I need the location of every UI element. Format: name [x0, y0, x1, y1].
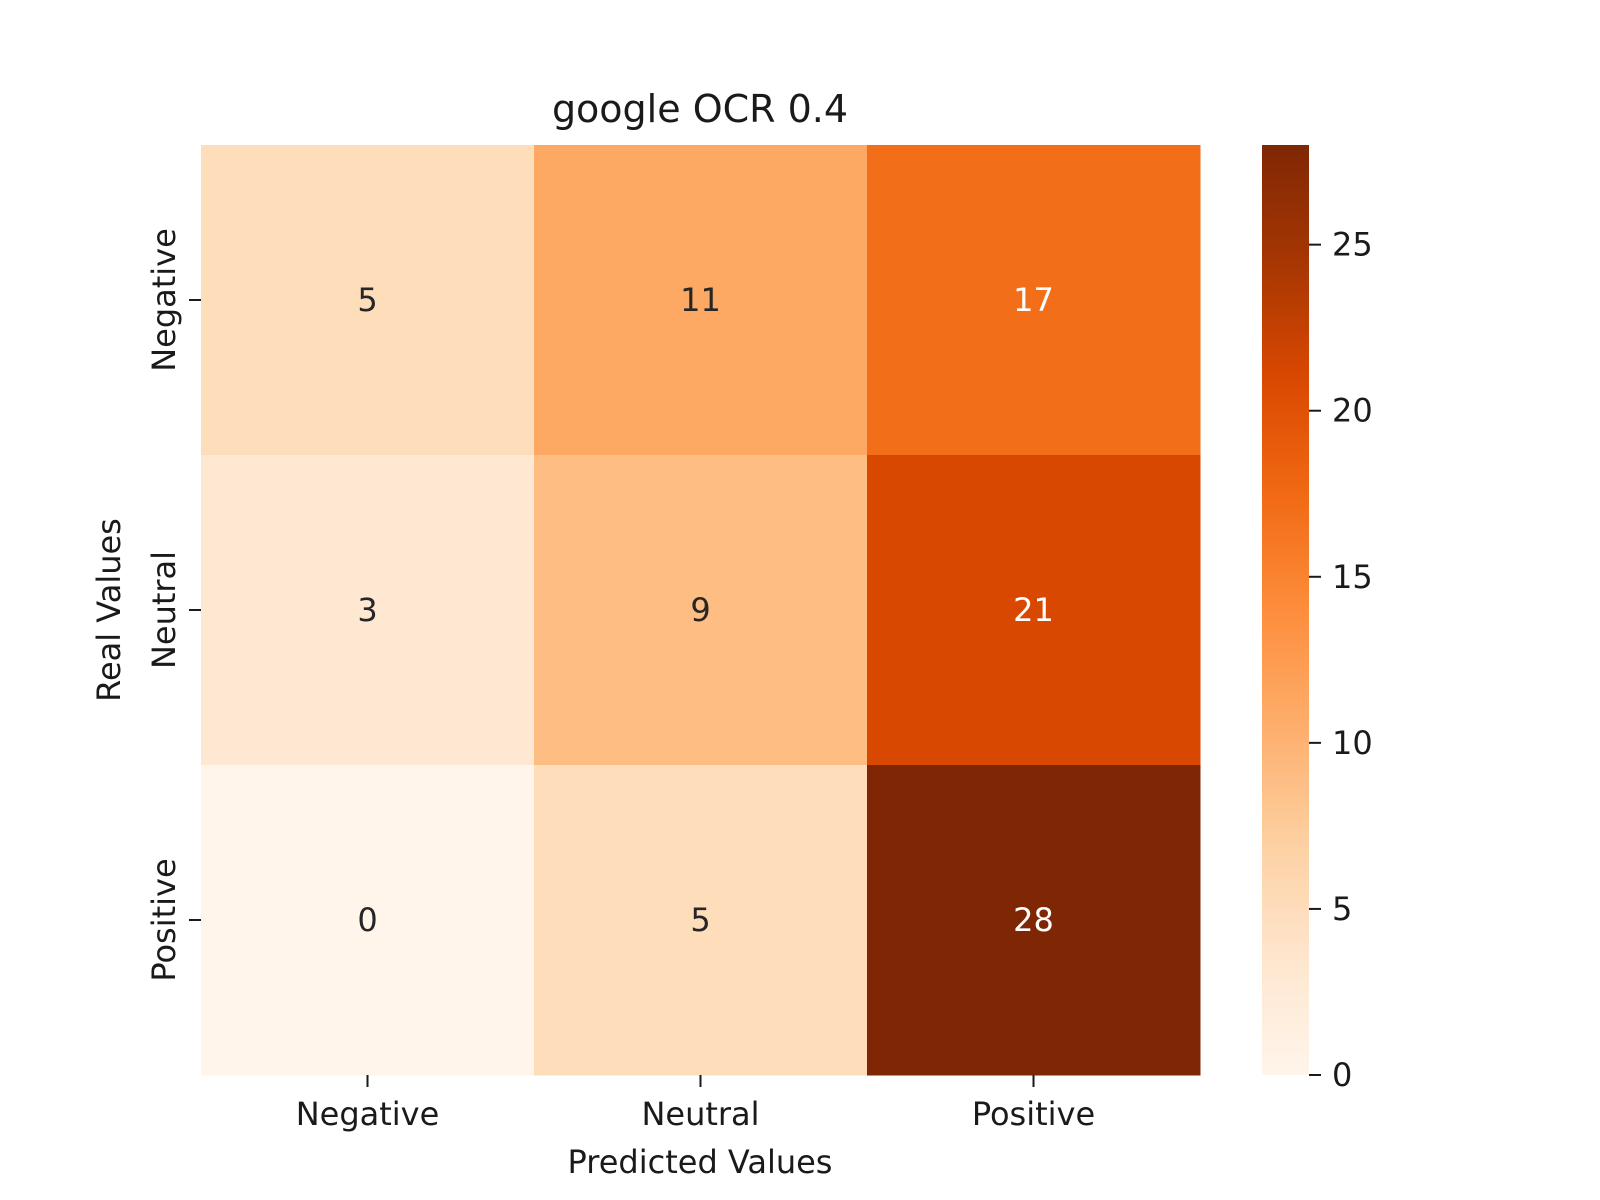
heatmap-cell [201, 765, 535, 1076]
heatmap-cell-value: 28 [1013, 901, 1054, 939]
x-tick-label: Negative [296, 1095, 440, 1133]
heatmap-cell-value: 5 [357, 281, 377, 319]
colorbar-tick-label: 25 [1332, 226, 1373, 264]
heatmap-cell [534, 765, 868, 1076]
heatmap-cell-value: 17 [1013, 281, 1054, 319]
heatmap-cell [867, 455, 1201, 766]
heatmap-cell-value: 21 [1013, 591, 1054, 629]
colorbar-tick-label: 10 [1332, 724, 1373, 762]
heatmap-cell [534, 145, 868, 456]
colorbar-tick-label: 5 [1332, 890, 1352, 928]
x-tick-label: Positive [972, 1095, 1095, 1133]
heatmap-cell [201, 145, 535, 456]
heatmap-cell [867, 765, 1201, 1076]
colorbar-tick-label: 15 [1332, 558, 1373, 596]
x-axis-ticks: Negative Neutral Positive [296, 1075, 1095, 1133]
x-axis-label: Predicted Values [568, 1143, 833, 1181]
y-tick-label: Negative [145, 228, 183, 372]
colorbar-tick-label: 0 [1332, 1056, 1352, 1094]
x-tick-label: Neutral [641, 1095, 759, 1133]
colorbar-ticks: 0 5 10 15 20 25 [1309, 226, 1373, 1094]
chart-title: google OCR 0.4 [552, 87, 848, 131]
y-axis-ticks: Negative Neutral Positive [145, 228, 201, 982]
heatmap-cells [201, 145, 1201, 1076]
colorbar: 0 5 10 15 20 25 [1262, 145, 1373, 1094]
heatmap-cell-value: 11 [680, 281, 721, 319]
colorbar-gradient [1262, 145, 1309, 1075]
heatmap-cell [867, 145, 1201, 456]
y-tick-label: Positive [145, 858, 183, 981]
heatmap-cell-value: 9 [690, 591, 710, 629]
colorbar-tick-label: 20 [1332, 392, 1373, 430]
y-tick-label: Neutral [145, 551, 183, 669]
heatmap-cell-labels: 5 11 17 3 9 21 0 5 28 [357, 281, 1054, 939]
heatmap-cell [201, 455, 535, 766]
heatmap-cell-value: 5 [690, 901, 710, 939]
heatmap-cell-value: 0 [357, 901, 377, 939]
heatmap-cell-value: 3 [357, 591, 377, 629]
heatmap-cell [534, 455, 868, 766]
y-axis-label: Real Values [90, 518, 128, 702]
